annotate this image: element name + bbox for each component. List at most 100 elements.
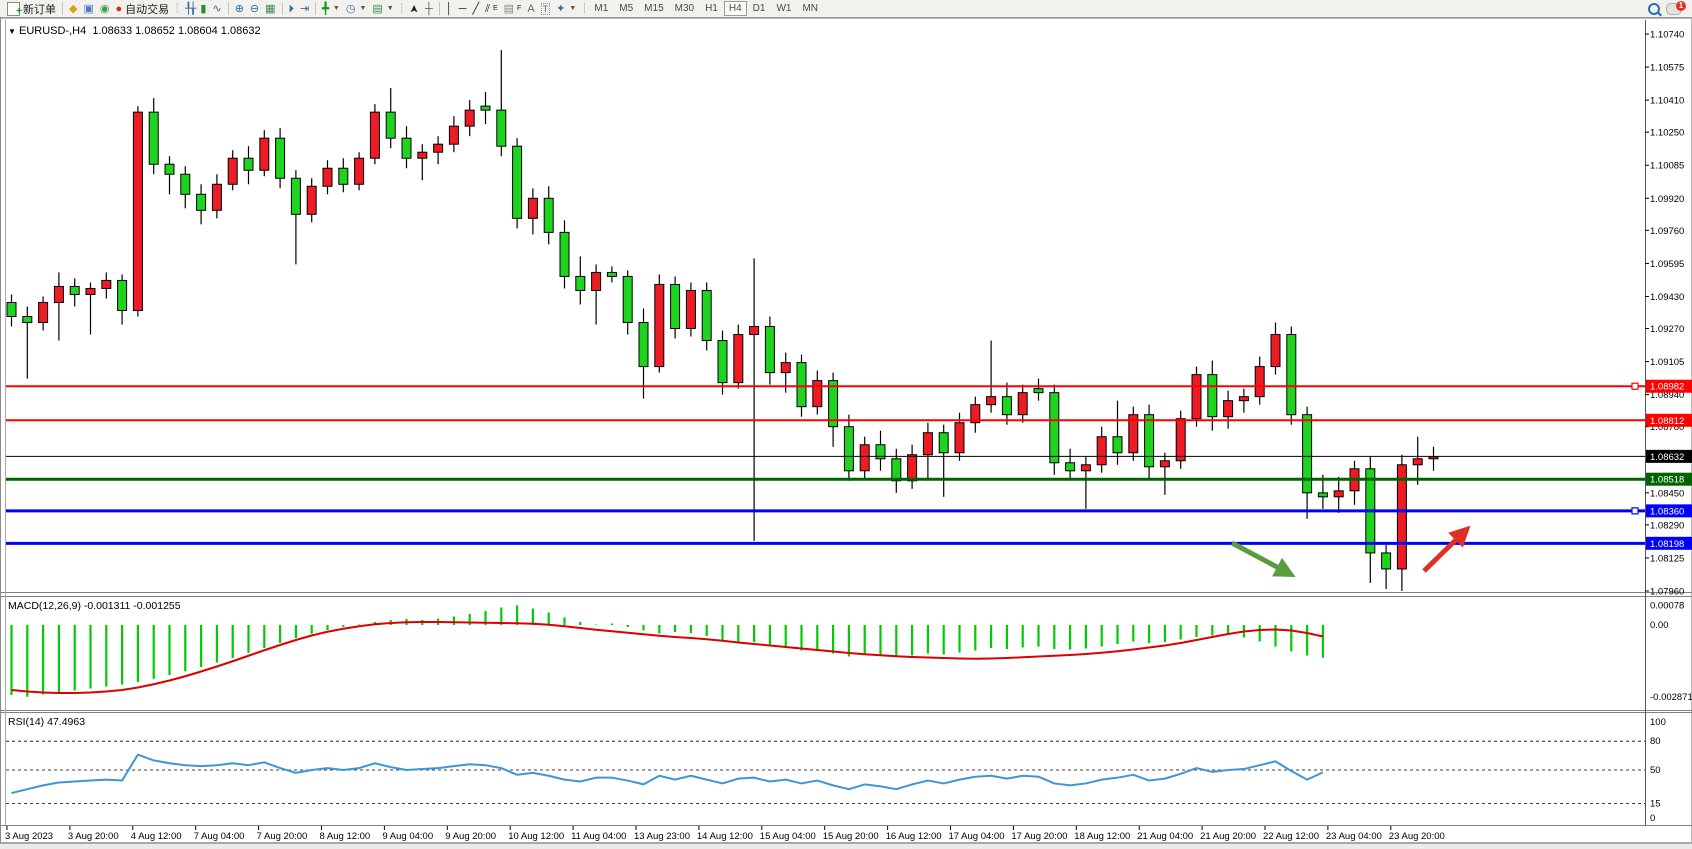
tab-timeframe-H1[interactable]: H1 <box>705 3 718 14</box>
auto-scroll-button[interactable]: ⏵ <box>286 1 298 17</box>
svg-text:1.08360: 1.08360 <box>1650 506 1684 517</box>
vertical-line-icon: │ <box>445 2 453 15</box>
tab-timeframe-MN[interactable]: MN <box>802 3 819 14</box>
chart-shift-button[interactable]: ⇥ <box>297 1 312 17</box>
svg-text:10 Aug 12:00: 10 Aug 12:00 <box>508 831 564 842</box>
text-label-tool-button[interactable]: T <box>538 1 554 17</box>
templates-button[interactable]: ▤ ▼ <box>369 1 396 17</box>
channel-tool-button[interactable]: ⫽ E <box>482 1 501 17</box>
tile-windows-button[interactable]: ▦ <box>262 1 278 17</box>
toolbar-separator <box>281 2 283 15</box>
signals-button[interactable]: ◉ <box>97 1 113 17</box>
tab-timeframe-D1[interactable]: D1 <box>752 3 766 14</box>
svg-text:17 Aug 04:00: 17 Aug 04:00 <box>949 831 1005 842</box>
tab-timeframe-W1[interactable]: W1 <box>776 3 792 14</box>
tab-timeframe-H4[interactable]: H4 <box>723 1 747 16</box>
svg-text:100: 100 <box>1650 717 1666 728</box>
svg-text:9 Aug 04:00: 9 Aug 04:00 <box>382 831 433 842</box>
signal-icon: ◉ <box>99 2 110 15</box>
fibo-tag: F <box>517 5 522 12</box>
terminal-icon: ▣ <box>83 2 94 15</box>
svg-text:9 Aug 20:00: 9 Aug 20:00 <box>445 831 496 842</box>
template-icon: ▤ <box>372 2 383 15</box>
macd-values: -0.001311 -0.001255 <box>83 600 181 612</box>
periods-button[interactable]: ◷ ▼ <box>343 1 370 17</box>
arrows-tool-icon: ✦ <box>556 2 566 15</box>
svg-text:1.10410: 1.10410 <box>1650 96 1684 107</box>
tab-timeframe-M1[interactable]: M1 <box>594 3 609 14</box>
clock-icon: ◷ <box>345 2 356 15</box>
macd-label: MACD(12,26,9) -0.001311 -0.001255 <box>8 600 181 612</box>
svg-text:1.08982: 1.08982 <box>1650 382 1684 393</box>
text-tool-button[interactable]: A <box>524 1 537 17</box>
chart-title-bar[interactable]: ▼ EURUSD-,H4 1.08633 1.08652 1.08604 1.0… <box>8 25 261 37</box>
horizontal-line-icon: ─ <box>458 2 467 15</box>
candlestick-icon: ▮ <box>200 2 207 15</box>
svg-text:1.08198: 1.08198 <box>1650 539 1684 550</box>
zoom-out-button[interactable]: ⊖ <box>247 1 262 17</box>
svg-text:1.10085: 1.10085 <box>1650 161 1684 172</box>
svg-text:1.10740: 1.10740 <box>1650 30 1684 41</box>
svg-text:23 Aug 04:00: 23 Aug 04:00 <box>1326 831 1382 842</box>
svg-text:1.09920: 1.09920 <box>1650 194 1684 205</box>
line-chart-icon: ∿ <box>212 2 222 15</box>
svg-text:1.09105: 1.09105 <box>1650 357 1684 368</box>
cursor-icon: ➤ <box>408 3 421 14</box>
line-chart-button[interactable]: ∿ <box>209 1 224 17</box>
horizontal-line-tool-button[interactable]: ─ <box>456 1 470 17</box>
candlestick-chart-button[interactable]: ▮ <box>197 1 209 17</box>
fibonacci-tool-button[interactable]: ▤ F <box>501 1 525 17</box>
rsi-name: RSI(14) <box>8 716 45 728</box>
svg-text:14 Aug 12:00: 14 Aug 12:00 <box>697 831 753 842</box>
tab-timeframe-M5[interactable]: M5 <box>619 3 634 14</box>
zoom-in-icon: ⊕ <box>234 2 244 15</box>
dropdown-caret-icon: ▼ <box>332 5 340 12</box>
rsi-label: RSI(14) 47.4963 <box>8 716 85 728</box>
dropdown-caret-icon: ▼ <box>386 5 394 12</box>
svg-text:1.09430: 1.09430 <box>1650 292 1684 303</box>
svg-text:80: 80 <box>1650 736 1661 747</box>
new-order-button[interactable]: 新订单 <box>4 1 59 19</box>
svg-text:15 Aug 20:00: 15 Aug 20:00 <box>823 831 879 842</box>
zoom-in-button[interactable]: ⊕ <box>232 1 247 17</box>
svg-text:23 Aug 20:00: 23 Aug 20:00 <box>1389 831 1445 842</box>
main-toolbar: 新订单 ◆ ▣ ◉ ● 自动交易 ┆ ╀╁ ▮ ∿ ⊕ ⊖ ▦ ⏵ ⇥ ╇▼ ◷… <box>0 0 1692 19</box>
svg-text:1.07960: 1.07960 <box>1650 587 1684 598</box>
toolbar-grip: ┆ <box>174 3 181 14</box>
svg-text:8 Aug 12:00: 8 Aug 12:00 <box>320 831 371 842</box>
bar-chart-button[interactable]: ╀╁ <box>182 1 197 17</box>
svg-text:3 Aug 20:00: 3 Aug 20:00 <box>68 831 119 842</box>
svg-text:1.09595: 1.09595 <box>1650 259 1684 270</box>
indicators-button[interactable]: ╇ ▼ <box>319 1 343 17</box>
collapse-arrow-icon[interactable]: ▼ <box>8 27 16 36</box>
svg-text:16 Aug 12:00: 16 Aug 12:00 <box>886 831 942 842</box>
styles-button[interactable]: ◆ <box>66 1 80 17</box>
svg-text:1.10250: 1.10250 <box>1650 128 1684 139</box>
toolbar-grip: ┆ <box>398 3 405 14</box>
search-icon[interactable] <box>1648 2 1660 15</box>
rsi-value: 47.4963 <box>47 716 86 728</box>
trendline-tool-button[interactable]: ╱ <box>469 1 482 17</box>
tab-timeframe-M15[interactable]: M15 <box>644 3 664 14</box>
cursor-tool-button[interactable]: ➤ <box>407 1 422 17</box>
auto-trading-button[interactable]: ● 自动交易 <box>112 1 172 17</box>
trendline-icon: ╱ <box>472 2 480 15</box>
svg-text:0.00: 0.00 <box>1650 620 1669 631</box>
tab-timeframe-M30[interactable]: M30 <box>674 3 695 14</box>
ohlc-values: 1.08633 1.08652 1.08604 1.08632 <box>92 25 261 37</box>
toolbar-grip: ┆ <box>581 3 588 14</box>
text-label-icon: T <box>540 2 551 15</box>
crosshair-tool-button[interactable]: ┼ <box>422 1 436 17</box>
svg-text:15: 15 <box>1650 799 1661 810</box>
svg-text:0.00078: 0.00078 <box>1650 601 1684 612</box>
svg-text:1.10575: 1.10575 <box>1650 63 1684 74</box>
symbol-period-label: EURUSD-,H4 <box>18 25 87 37</box>
new-order-label: 新订单 <box>23 3 56 16</box>
arrows-tool-button[interactable]: ✦ ▼ <box>553 1 579 17</box>
chart-shift-icon: ⇥ <box>300 2 310 15</box>
chat-bubble-icon[interactable]: 1 <box>1666 0 1686 15</box>
vertical-line-tool-button[interactable]: │ <box>443 1 456 17</box>
terminal-button[interactable]: ▣ <box>80 1 96 17</box>
